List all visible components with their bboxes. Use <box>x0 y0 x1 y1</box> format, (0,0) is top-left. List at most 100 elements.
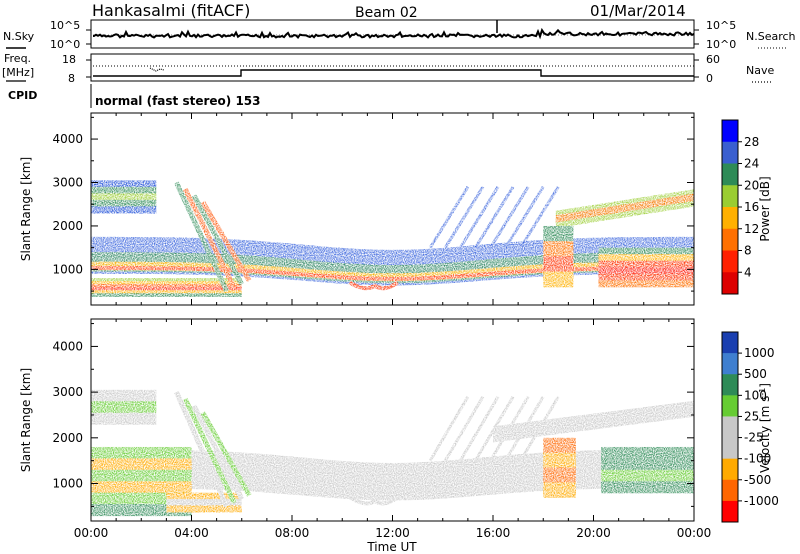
noise-panel <box>86 19 699 49</box>
power-echo-late <box>598 260 694 268</box>
velocity-echo-streak <box>191 404 244 501</box>
velocity-echo-e-region <box>166 499 242 507</box>
colorbar-tick-label: 8 <box>744 244 752 258</box>
freq-tick-high: 18 <box>62 53 76 66</box>
colorbar-swatch <box>722 458 738 481</box>
power-echo-late <box>598 267 694 275</box>
beam-title: Beam 02 <box>355 5 418 21</box>
colorbar-tick-label: -100 <box>744 452 771 466</box>
cpid-mode: normal (fast stereo) 153 <box>95 94 261 108</box>
x-tick-label: 00:00 <box>677 526 712 540</box>
colorbar-swatch <box>722 207 738 230</box>
colorbar-swatch <box>722 332 738 354</box>
velocity-echo-morning <box>91 458 192 471</box>
power-echo-late <box>598 280 694 288</box>
velocity-echo-morning <box>91 481 192 494</box>
velocity-echo-evening <box>543 467 576 483</box>
velocity-echo-evening <box>543 452 576 469</box>
velocity-colorbar: 1000 500 100 25 -25 -100 -500 -1000 <box>721 331 779 523</box>
power-echo-streak <box>174 181 229 293</box>
power-echo-streak <box>474 186 515 249</box>
x-tick-label: 20:00 <box>576 526 611 540</box>
time-xlabel: Time UT <box>366 540 417 554</box>
colorbar-tick-label: 100 <box>744 388 767 402</box>
freq-label-unit: [MHz] <box>2 66 34 79</box>
velocity-echo-cusp <box>348 495 399 506</box>
power-echo-streak <box>504 186 545 249</box>
colorbar-tick-label: -25 <box>744 431 764 445</box>
velocity-panel <box>90 318 695 522</box>
power-echo-upper-evening-core <box>555 193 694 223</box>
colorbar-tick-label: 16 <box>744 200 759 214</box>
power-echo-streak <box>519 186 560 249</box>
nsearch-tick-high: 10^5 <box>706 19 736 32</box>
power-echo-e-region <box>91 278 242 282</box>
x-tick-label: 12:00 <box>375 526 410 540</box>
colorbar-swatch <box>722 163 738 186</box>
x-tick-label: 04:00 <box>174 526 209 540</box>
power-echo-evening <box>543 225 574 242</box>
power-echo-e-region <box>91 287 242 291</box>
power-echo-late <box>598 247 694 255</box>
velocity-echo-streak <box>200 411 252 497</box>
freq-label-top: Freq. <box>4 52 31 65</box>
station-title: Hankasalmi (fitACF) <box>92 1 250 20</box>
power-echo-upper <box>91 199 157 207</box>
colorbar-tick-label: 4 <box>744 265 752 279</box>
power-echo-streak <box>191 194 244 286</box>
colorbar-tick-label: 12 <box>744 222 759 236</box>
power-echo-late <box>598 273 694 281</box>
nave-label: Nave <box>746 64 774 77</box>
power-colorbar-label: Power [dB] <box>758 176 772 241</box>
power-echo-streak <box>489 186 530 249</box>
velocity-echo-upper <box>91 389 157 402</box>
velocity-echo-streak <box>459 395 500 462</box>
colorbar-swatch <box>722 185 738 208</box>
power-echo-e-region <box>91 293 242 297</box>
colorbar-swatch <box>722 479 738 502</box>
nsearch-tick-low: 10^0 <box>706 38 736 51</box>
power-echo-streak <box>428 186 470 249</box>
power-echo-e-region <box>91 290 242 294</box>
nave-tick-high: 60 <box>706 53 720 66</box>
velocity-echo-morning <box>91 446 192 459</box>
nsky-tick-high: 10^5 <box>50 19 80 32</box>
velocity-echo-late <box>601 458 694 471</box>
colorbar-swatch <box>722 395 738 417</box>
velocity-echo-e-region <box>166 492 242 500</box>
velocity-echo-late <box>601 481 694 494</box>
power-echo-upper <box>91 193 157 201</box>
y-tick-label: 2000 <box>52 431 83 445</box>
colorbar-swatch <box>722 228 738 251</box>
power-ylabel: Slant Range [km] <box>19 157 33 261</box>
power-colorbar: 4 8 12 16 20 24 28 <box>721 119 759 295</box>
frequency-trace <box>93 69 694 77</box>
power-echo-e-region <box>91 284 242 288</box>
power-echo-e-region <box>91 281 242 285</box>
power-echo-upper <box>91 206 157 214</box>
velocity-echo-morning <box>91 469 192 482</box>
date-title: 01/Mar/2014 <box>590 2 686 20</box>
nsearch-label: N.Search <box>746 30 796 43</box>
nsky-tick-low: 10^0 <box>50 38 80 51</box>
x-tick-label: 08:00 <box>275 526 310 540</box>
colorbar-swatch <box>722 374 738 396</box>
velocity-echo-streak <box>443 395 485 462</box>
colorbar-swatch <box>722 437 738 460</box>
power-echo-late <box>598 254 694 262</box>
colorbar-frame <box>721 331 739 523</box>
colorbar-swatch <box>722 141 738 164</box>
colorbar-tick-label: 24 <box>744 157 759 171</box>
colorbar-tick-label: -500 <box>744 473 771 487</box>
velocity-echo-streak <box>182 397 237 504</box>
power-echo-streak <box>459 186 500 249</box>
velocity-echo-upper <box>91 412 157 425</box>
colorbar-swatch <box>722 353 738 375</box>
x-tick-label: 16:00 <box>476 526 511 540</box>
colorbar-swatch <box>722 500 738 523</box>
velocity-echo-late <box>601 446 694 459</box>
colorbar-tick-label: 25 <box>744 409 759 423</box>
nave-blip <box>149 67 165 72</box>
power-echo-evening <box>543 271 574 288</box>
velocity-echo-streak <box>174 391 229 508</box>
